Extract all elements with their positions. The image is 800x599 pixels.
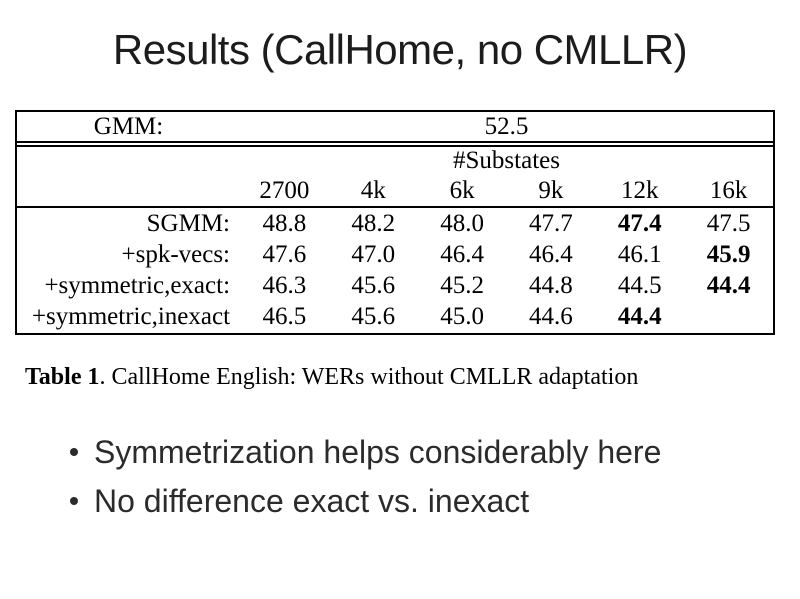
caption-text: . CallHome English: WERs without CMLLR a…	[99, 364, 639, 390]
bullet-item: No difference exact vs. inexact	[70, 482, 661, 521]
column-header: 4k	[360, 176, 386, 204]
table-caption: Table 1. CallHome English: WERs without …	[25, 364, 638, 391]
table-header-section: #Substates 2700 4k 6k 9k 12k 16k	[17, 145, 773, 208]
wer-cell: 45.6	[351, 271, 396, 299]
bullet-list: Symmetrization helps considerably here N…	[70, 433, 661, 531]
gmm-label: GMM:	[93, 112, 164, 140]
wer-cell: 45.0	[440, 302, 484, 330]
gmm-value: 52.5	[484, 112, 529, 140]
substates-header: #Substates	[453, 147, 560, 174]
wer-cell-best: 44.4	[706, 271, 751, 299]
wer-cell-best: 45.9	[706, 240, 751, 268]
column-header: 2700	[259, 176, 310, 204]
wer-cell: 48.0	[440, 209, 484, 237]
row-label: +spk-vecs:	[121, 240, 231, 268]
wer-cell-best: 44.4	[617, 302, 662, 330]
slide-title: Results (CallHome, no CMLLR)	[112, 26, 688, 73]
wer-cell: 48.2	[351, 209, 396, 237]
table-row-gmm: GMM: 52.5	[17, 112, 773, 143]
table-row-symmetric-inexact: +symmetric,inexact 46.5 45.6 45.0 44.6 4…	[17, 301, 773, 332]
row-label: +symmetric,inexact	[31, 302, 231, 330]
table-body: SGMM: 48.8 48.2 48.0 47.7 47.4 47.5 +spk…	[17, 208, 773, 332]
wer-cell: 44.8	[529, 271, 573, 299]
column-header: 9k	[538, 176, 564, 204]
table-row-sgmm: SGMM: 48.8 48.2 48.0 47.7 47.4 47.5	[17, 208, 773, 239]
bullet-text: Symmetrization helps considerably here	[94, 434, 662, 470]
column-header: 6k	[449, 176, 475, 204]
table-row-spk-vecs: +spk-vecs: 47.6 47.0 46.4 46.4 46.1 45.9	[17, 239, 773, 270]
wer-cell: 44.6	[529, 302, 573, 330]
bullet-text: No difference exact vs. inexact	[94, 483, 530, 519]
wer-cell: 46.4	[440, 240, 484, 268]
bullet-dot-icon	[70, 448, 78, 456]
table-row-columns: 2700 4k 6k 9k 12k 16k	[17, 175, 773, 206]
wer-cell: 47.5	[706, 209, 751, 237]
wer-cell: 48.8	[262, 209, 307, 237]
bullet-dot-icon	[70, 497, 78, 505]
column-header: 16k	[709, 176, 748, 204]
row-label: SGMM:	[146, 209, 231, 237]
wer-cell: 46.5	[262, 302, 307, 330]
wer-cell: 45.6	[351, 302, 396, 330]
caption-label: Table 1	[25, 364, 100, 390]
wer-cell: 46.1	[617, 240, 662, 268]
wer-cell: 47.6	[262, 240, 307, 268]
table-row-substates: #Substates	[17, 147, 773, 175]
wer-cell: 47.7	[529, 209, 573, 237]
wer-cell: 46.3	[262, 271, 307, 299]
row-label: +symmetric,exact:	[44, 271, 231, 299]
wer-cell-best: 47.4	[617, 209, 662, 237]
bullet-item: Symmetrization helps considerably here	[70, 433, 661, 472]
column-header: 12k	[620, 176, 659, 204]
wer-cell: 47.0	[351, 240, 396, 268]
results-table: GMM: 52.5 #Substates 2700 4k 6k 9k 12k 1…	[15, 110, 775, 335]
wer-cell: 46.4	[529, 240, 573, 268]
wer-cell: 45.2	[440, 271, 484, 299]
table-row-symmetric-exact: +symmetric,exact: 46.3 45.6 45.2 44.8 44…	[17, 270, 773, 301]
wer-cell: 44.5	[617, 271, 662, 299]
